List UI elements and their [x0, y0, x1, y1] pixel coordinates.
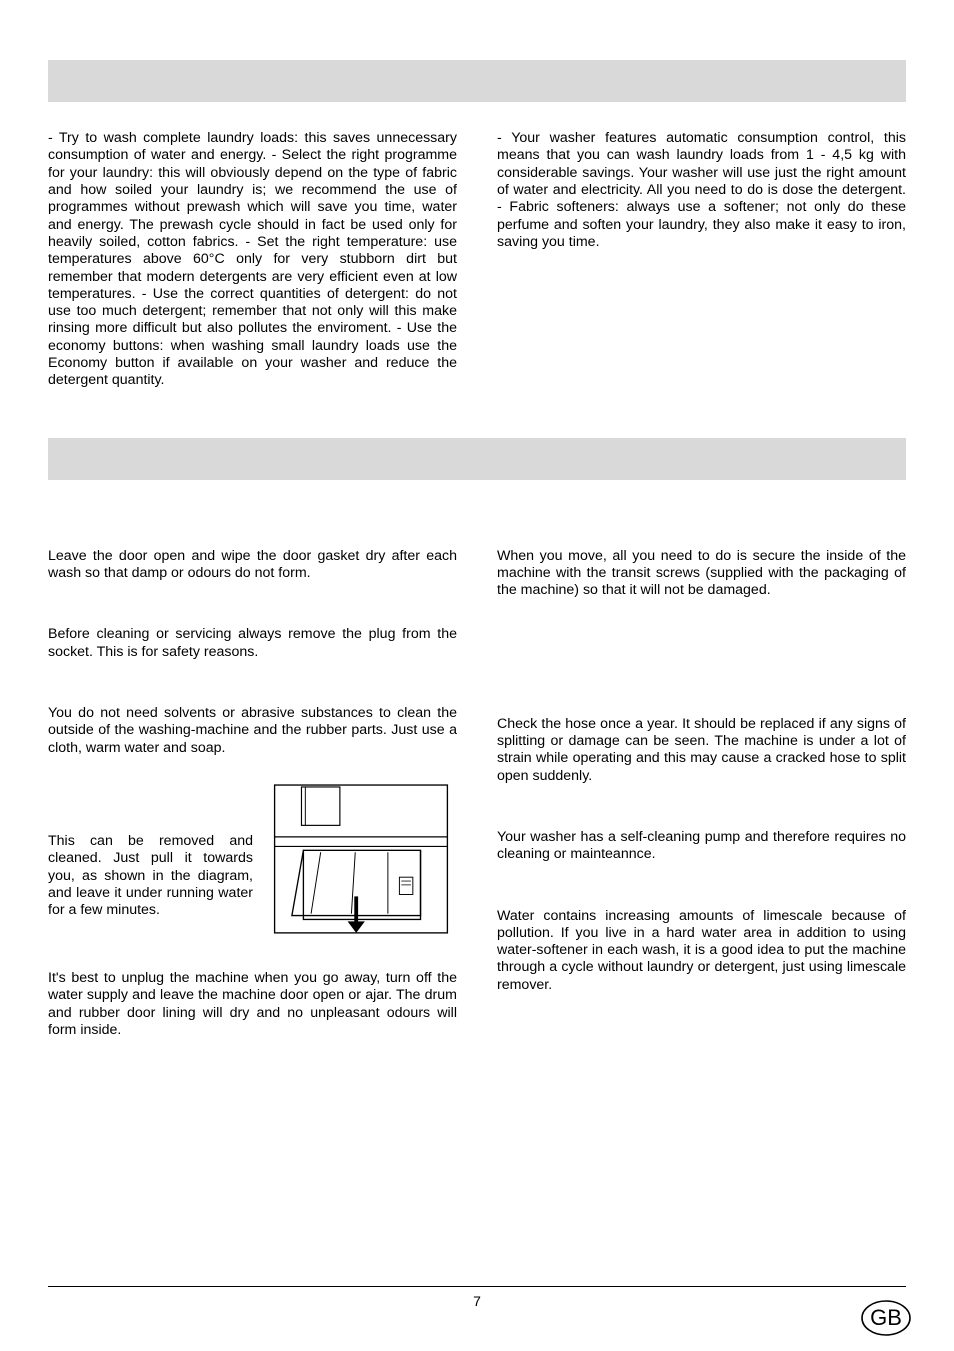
- drawer-illustration-icon: [265, 781, 457, 935]
- section-2-right: When you move, all you need to do is sec…: [497, 548, 906, 1061]
- section-1-left: - Try to wash complete laundry loads: th…: [48, 130, 457, 390]
- para-clean-outer: You do not need solvents or abrasive sub…: [48, 705, 457, 757]
- para-door-open: Leave the door open and wipe the door ga…: [48, 548, 457, 583]
- language-badge: GB: [860, 1299, 912, 1337]
- page-footer: 7 GB: [48, 1286, 906, 1309]
- footer-rule: [48, 1286, 906, 1287]
- para-moving: When you move, all you need to do is sec…: [497, 548, 906, 600]
- language-badge-text: GB: [870, 1305, 902, 1330]
- section-1-right: - Your washer features automatic consump…: [497, 130, 906, 390]
- section-header-bar-2: [48, 438, 906, 480]
- section-1-left-text: - Try to wash complete laundry loads: th…: [48, 130, 457, 390]
- section-1-columns: - Try to wash complete laundry loads: th…: [48, 130, 906, 390]
- drawer-diagram: [265, 779, 457, 940]
- language-badge-icon: GB: [860, 1299, 912, 1337]
- para-hose: Check the hose once a year. It should be…: [497, 716, 906, 785]
- section-1-right-text: - Your washer features automatic consump…: [497, 130, 906, 251]
- section-2-columns: Leave the door open and wipe the door ga…: [48, 548, 906, 1061]
- section-header-bar-1: [48, 60, 906, 102]
- para-limescale: Water contains increasing amounts of lim…: [497, 908, 906, 995]
- page-number: 7: [48, 1293, 906, 1309]
- para-drawer: This can be removed and cleaned. Just pu…: [48, 833, 253, 920]
- para-holiday: It's best to unplug the machine when you…: [48, 970, 457, 1039]
- para-unplug: Before cleaning or servicing always remo…: [48, 626, 457, 661]
- para-pump: Your washer has a self-cleaning pump and…: [497, 829, 906, 864]
- section-2-left: Leave the door open and wipe the door ga…: [48, 548, 457, 1061]
